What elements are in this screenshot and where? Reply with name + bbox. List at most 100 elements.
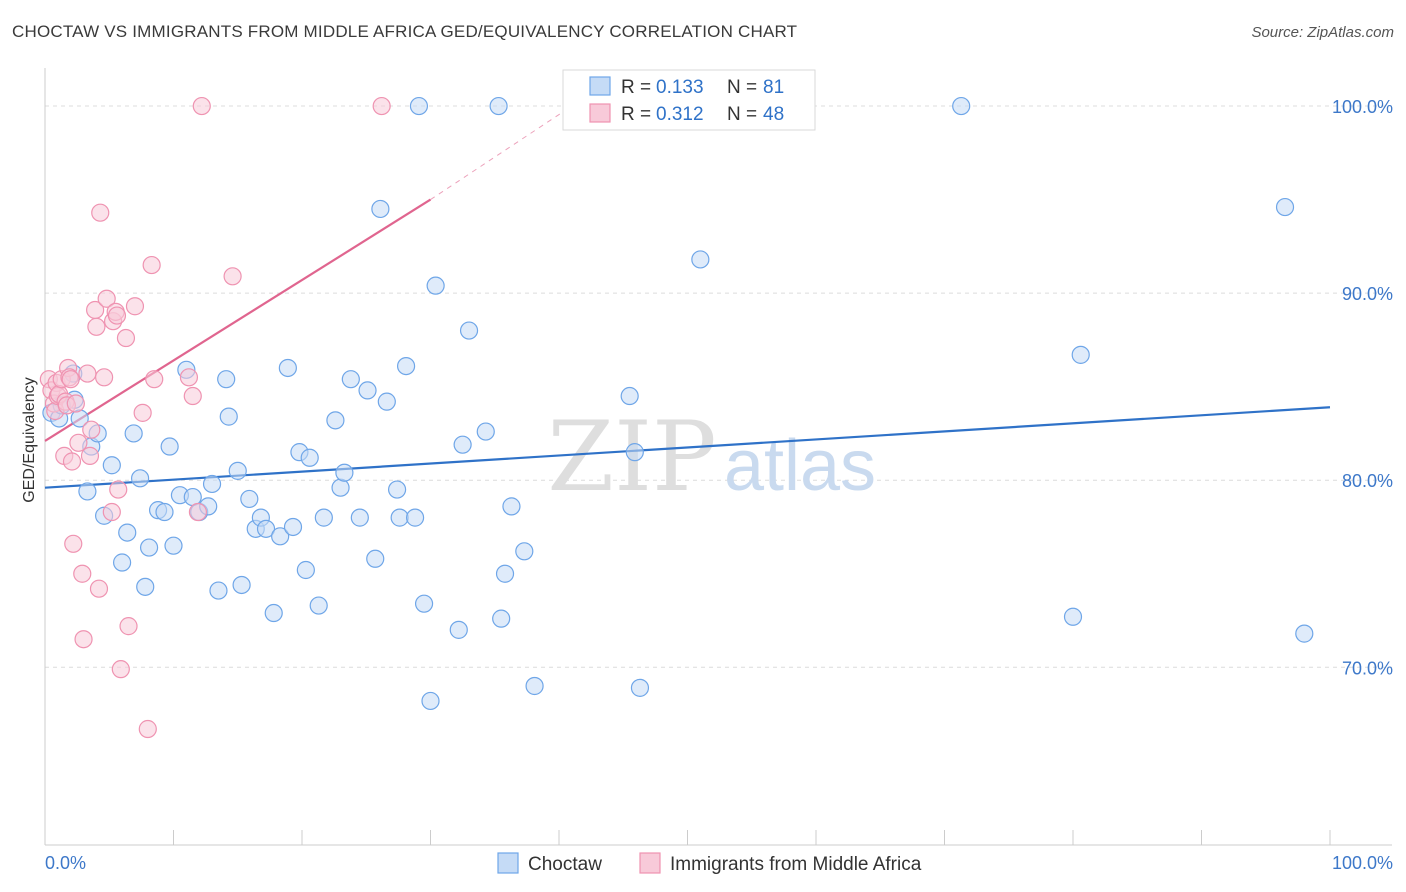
- data-point: [97, 289, 116, 308]
- data-point: [155, 502, 174, 522]
- data-point: [691, 250, 710, 269]
- data-point: [449, 620, 468, 639]
- data-point: [335, 463, 354, 482]
- data-point: [119, 617, 138, 636]
- data-point: [183, 386, 202, 406]
- data-point: [62, 452, 82, 471]
- data-point: [1071, 345, 1090, 364]
- data-point: [73, 564, 92, 583]
- data-point: [109, 480, 128, 499]
- data-point: [453, 435, 472, 454]
- data-point: [240, 489, 259, 509]
- data-point: [387, 480, 407, 499]
- data-points: [39, 96, 1314, 739]
- data-point: [107, 306, 127, 325]
- data-point: [95, 368, 114, 387]
- data-point: [133, 403, 152, 422]
- data-point: [414, 594, 434, 613]
- data-point: [502, 497, 521, 516]
- bottom-legend-swatch: [639, 852, 661, 874]
- data-point: [515, 542, 534, 561]
- data-point: [66, 394, 85, 413]
- data-point: [188, 502, 208, 522]
- trend-line-extension: [430, 105, 573, 201]
- legend-n-value: 48: [763, 104, 784, 125]
- data-point: [625, 443, 644, 462]
- y-tick-label: 80.0%: [1342, 471, 1393, 491]
- data-point: [64, 534, 83, 553]
- data-point: [326, 411, 345, 430]
- data-point: [390, 508, 409, 527]
- data-point: [118, 523, 137, 542]
- data-point: [371, 199, 390, 219]
- trend-line: [44, 406, 1331, 489]
- legend-swatch: [589, 76, 611, 96]
- data-point: [489, 96, 508, 116]
- data-point: [160, 437, 179, 456]
- legend-r-label: R =: [621, 77, 651, 98]
- data-point: [102, 456, 121, 475]
- data-point: [228, 461, 247, 480]
- data-point: [80, 446, 100, 465]
- data-point: [145, 370, 164, 389]
- data-point: [620, 386, 639, 406]
- data-point: [366, 549, 385, 568]
- data-point: [278, 358, 297, 378]
- data-point: [952, 96, 971, 116]
- tick-labels: 100.0% 90.0% 80.0% 70.0% 0.0% 100.0%: [45, 97, 1393, 873]
- legend: R = 0.133 N = 81 R = 0.312 N = 48: [562, 69, 816, 131]
- data-point: [142, 255, 161, 275]
- data-point: [192, 96, 211, 116]
- data-point: [492, 609, 511, 628]
- y-tick-label: 100.0%: [1332, 97, 1393, 117]
- data-point: [130, 469, 150, 488]
- data-point: [139, 538, 159, 557]
- data-point: [219, 407, 238, 426]
- bottom-legend-label: Immigrants from Middle Africa: [670, 854, 922, 875]
- data-point: [341, 370, 360, 389]
- trend-lines: [44, 105, 1331, 489]
- data-point: [102, 502, 121, 522]
- bottom-legend-swatch: [497, 852, 519, 874]
- data-point: [69, 433, 88, 452]
- data-point: [358, 381, 377, 400]
- data-point: [459, 321, 479, 340]
- data-point: [1275, 197, 1295, 217]
- data-point: [495, 564, 515, 583]
- legend-r-label: R =: [621, 104, 651, 125]
- data-point: [78, 364, 97, 383]
- data-point: [1295, 624, 1314, 643]
- data-point: [209, 581, 228, 600]
- data-point: [256, 519, 276, 538]
- data-point: [179, 368, 199, 387]
- data-point: [405, 508, 425, 527]
- data-point: [223, 267, 242, 286]
- legend-r-value: 0.312: [656, 104, 704, 125]
- data-point: [91, 203, 110, 222]
- legend-n-label: N =: [727, 77, 757, 98]
- data-point: [87, 317, 106, 336]
- data-point: [331, 478, 350, 497]
- data-point: [82, 420, 101, 439]
- y-tick-label: 90.0%: [1342, 284, 1393, 304]
- data-point: [124, 424, 143, 443]
- legend-swatch: [589, 103, 611, 123]
- data-point: [525, 676, 544, 696]
- data-point: [309, 596, 328, 615]
- y-tick-label: 70.0%: [1342, 658, 1393, 678]
- x-tick-label-right: 100.0%: [1332, 853, 1393, 873]
- data-point: [630, 678, 650, 697]
- data-point: [202, 474, 222, 494]
- data-point: [125, 297, 145, 316]
- data-point: [61, 370, 80, 389]
- data-point: [421, 691, 440, 711]
- chart-title: CHOCTAW VS IMMIGRANTS FROM MIDDLE AFRICA…: [12, 22, 798, 41]
- source-label: Source: ZipAtlas.com: [1251, 24, 1394, 41]
- data-point: [116, 328, 136, 348]
- data-point: [217, 370, 236, 389]
- data-point: [78, 482, 97, 501]
- data-point: [476, 422, 495, 441]
- bottom-legend-label: Choctaw: [528, 854, 602, 875]
- x-tick-label-left: 0.0%: [45, 853, 86, 873]
